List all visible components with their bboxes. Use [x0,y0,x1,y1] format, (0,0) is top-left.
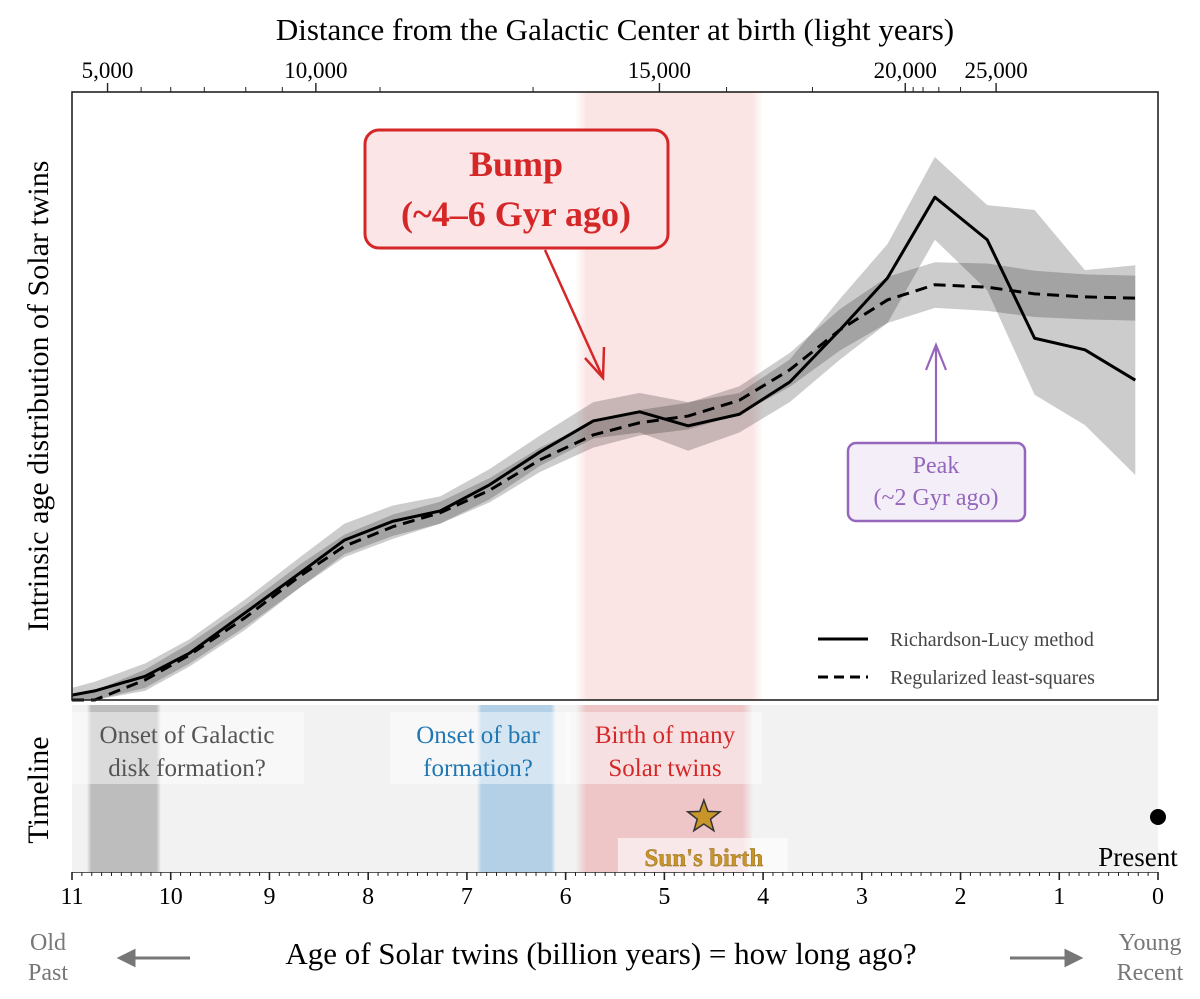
peak-title: Peak [913,453,960,479]
x-tick-label: 5 [658,884,670,910]
x-tick-label: 7 [461,884,473,910]
series-lines [71,195,1137,702]
x-tick-label: 4 [757,884,769,910]
peak-arrowhead [924,342,948,371]
present-label: Present [1098,842,1178,872]
legend-label-richardson-lucy: Richardson-Lucy method [890,629,1094,651]
peak-annotation: Peak (~2 Gyr ago) [846,342,1027,523]
timeline-event-label: Solar twins [608,755,721,782]
plot-frame [71,91,1159,701]
x-axis-title: Age of Solar twins (billion years) = how… [285,936,916,971]
timeline-label: Timeline [22,736,55,843]
left-arrow [116,948,190,968]
bump-title: Bump [469,144,563,184]
timeline: Onset of Galactic disk formation? Onset of… [68,705,1178,872]
top-axis-title: Distance from the Galactic Center at bir… [276,12,954,47]
timeline-label-box [68,712,304,784]
peak-subtitle: (~2 Gyr ago) [874,485,999,511]
top-tick-label: 20,000 [874,58,937,83]
young-label: Young [1119,930,1182,956]
bump-box [363,128,670,250]
bump-arrow [543,249,605,379]
y-axis-title: Intrinsic age distribution of Solar twin… [22,161,55,632]
top-tick-label: 10,000 [284,58,347,83]
bump-annotation: Bump (~4–6 Gyr ago) [363,128,670,382]
series-line-richardson-lucy [71,195,1137,697]
right-arrow [1010,948,1084,968]
past-label: Past [28,960,68,986]
uncertainty-band-least-squares [72,262,1136,700]
top-tick-label: 15,000 [628,58,691,83]
x-tick-label: 11 [60,884,83,910]
timeline-label-box [390,712,570,784]
x-tick-label: 6 [560,884,572,910]
x-tick-label: 0 [1152,884,1164,910]
x-tick-label: 8 [362,884,374,910]
bump-subtitle: (~4–6 Gyr ago) [401,194,631,234]
series-line-least-squares [72,283,1136,702]
x-tick-label: 9 [263,884,275,910]
bump-arrowhead [584,346,606,382]
timeline-band [476,705,556,872]
timeline-event-label: Onset of Galactic [100,722,275,749]
timeline-event-label: Birth of many [595,722,736,749]
sun-label-box [617,838,788,872]
sun-star-icon [685,797,723,833]
timeline-event-label: Onset of bar [416,722,540,749]
old-label: Old [30,930,66,956]
top-tick-label: 25,000 [964,58,1027,83]
uncertainty-band-richardson-lucy [72,157,1136,700]
x-tick-label: 2 [955,884,967,910]
x-tick-label: 3 [856,884,868,910]
top-tick-label: 5,000 [82,58,134,83]
timeline-event-label: formation? [423,755,533,782]
present-dot-icon [1150,809,1166,825]
x-tick-label: 1 [1053,884,1065,910]
recent-label: Recent [1117,960,1184,986]
timeline-label-box [566,712,762,784]
timeline-event-label: disk formation? [108,755,266,782]
uncertainty-bands [72,157,1136,700]
legend-label-least-squares: Regularized least-squares [890,667,1095,689]
timeline-band [86,705,161,872]
x-tick-label: 10 [159,884,183,910]
sun-birth-label: Sun's birth [644,845,763,872]
legend: Richardson-Lucy method Regularized least… [818,629,1095,689]
